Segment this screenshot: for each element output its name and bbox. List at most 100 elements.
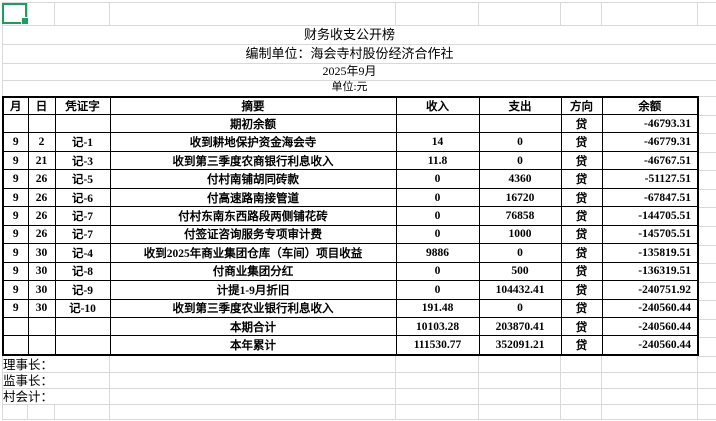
column-header[interactable]: 支出 — [478, 96, 562, 115]
ledger-cell[interactable]: 9 — [2, 187, 29, 208]
ledger-cell[interactable]: 记-3 — [54, 150, 111, 171]
ledger-cell[interactable]: 本年累计 — [109, 335, 397, 356]
ledger-cell[interactable]: 收到2025年商业集团仓库（车间）项目收益 — [109, 243, 397, 263]
ledger-cell[interactable]: 付村南铺胡同砖款 — [109, 169, 397, 189]
ledger-cell[interactable]: 贷 — [560, 206, 603, 226]
ledger-cell[interactable]: 记-4 — [54, 243, 111, 263]
ledger-cell[interactable]: -67847.51 — [601, 187, 699, 208]
ledger-cell[interactable] — [2, 335, 29, 356]
ledger-cell[interactable]: 9 — [2, 298, 29, 318]
column-header[interactable]: 方向 — [560, 96, 603, 115]
ledger-cell[interactable]: 收到耕地保护资金海会寺 — [109, 132, 397, 152]
ledger-cell[interactable]: 贷 — [560, 132, 603, 152]
ledger-cell[interactable]: 贷 — [560, 150, 603, 171]
currency-unit-line[interactable]: 单位:元 — [331, 81, 368, 93]
ledger-cell[interactable]: 记-7 — [54, 224, 111, 245]
ledger-cell[interactable] — [2, 113, 29, 134]
ledger-cell[interactable]: -46767.51 — [601, 150, 699, 171]
ledger-cell[interactable]: 0 — [395, 280, 480, 300]
ledger-cell[interactable]: 30 — [27, 298, 56, 318]
ledger-cell[interactable]: 贷 — [560, 187, 603, 208]
sheet-title[interactable]: 财务收支公开榜 — [303, 27, 395, 42]
prepared-by-line[interactable]: 编制单位：海会寺村股份经济合作社 — [245, 46, 454, 61]
column-header[interactable]: 摘要 — [109, 96, 397, 115]
selected-cell-a1[interactable] — [2, 3, 27, 24]
ledger-cell[interactable]: 9 — [2, 132, 29, 152]
ledger-cell[interactable]: 记-6 — [54, 187, 111, 208]
ledger-cell[interactable]: 2 — [27, 132, 56, 152]
ledger-cell[interactable]: 计提1-9月折旧 — [109, 280, 397, 300]
ledger-cell[interactable]: 26 — [27, 206, 56, 226]
ledger-cell[interactable]: 76858 — [478, 206, 562, 226]
ledger-cell[interactable]: 203870.41 — [478, 316, 562, 337]
ledger-cell[interactable] — [395, 113, 480, 134]
ledger-cell[interactable] — [478, 113, 562, 134]
ledger-cell[interactable]: 记-8 — [54, 261, 111, 282]
ledger-cell[interactable]: 付村东南东西路段两侧铺花砖 — [109, 206, 397, 226]
ledger-cell[interactable]: 4360 — [478, 169, 562, 189]
ledger-cell[interactable]: 贷 — [560, 169, 603, 189]
ledger-cell[interactable]: -240751.92 — [601, 280, 699, 300]
ledger-cell[interactable]: 贷 — [560, 298, 603, 318]
ledger-cell[interactable] — [2, 316, 29, 337]
column-header[interactable]: 月 — [2, 96, 29, 115]
ledger-cell[interactable]: -136319.51 — [601, 261, 699, 282]
ledger-cell[interactable]: 26 — [27, 224, 56, 245]
ledger-cell[interactable]: 111530.77 — [395, 335, 480, 356]
ledger-cell[interactable]: 0 — [478, 298, 562, 318]
ledger-cell[interactable]: 11.8 — [395, 150, 480, 171]
ledger-cell[interactable]: 352091.21 — [478, 335, 562, 356]
ledger-cell[interactable] — [27, 335, 56, 356]
ledger-cell[interactable]: 付签证咨询服务专项审计费 — [109, 224, 397, 245]
ledger-cell[interactable]: -135819.51 — [601, 243, 699, 263]
ledger-cell[interactable]: 0 — [478, 243, 562, 263]
ledger-cell[interactable]: 9 — [2, 224, 29, 245]
ledger-cell[interactable]: 0 — [478, 150, 562, 171]
ledger-cell[interactable]: 21 — [27, 150, 56, 171]
ledger-cell[interactable]: 0 — [395, 206, 480, 226]
ledger-cell[interactable]: 贷 — [560, 261, 603, 282]
ledger-cell[interactable]: 14 — [395, 132, 480, 152]
ledger-cell[interactable]: -240560.44 — [601, 335, 699, 356]
signature-supervisor[interactable]: 监事长： — [3, 374, 54, 388]
ledger-cell[interactable]: 1000 — [478, 224, 562, 245]
ledger-cell[interactable]: 26 — [27, 187, 56, 208]
ledger-cell[interactable]: -51127.51 — [601, 169, 699, 189]
column-header[interactable]: 收入 — [395, 96, 480, 115]
ledger-cell[interactable]: 记-5 — [54, 169, 111, 189]
ledger-cell[interactable] — [27, 113, 56, 134]
ledger-cell[interactable] — [54, 113, 111, 134]
ledger-cell[interactable]: 0 — [478, 132, 562, 152]
ledger-cell[interactable]: 191.48 — [395, 298, 480, 318]
ledger-cell[interactable]: 贷 — [560, 224, 603, 245]
ledger-cell[interactable]: 贷 — [560, 316, 603, 337]
ledger-cell[interactable]: 贷 — [560, 280, 603, 300]
ledger-cell[interactable]: 付商业集团分红 — [109, 261, 397, 282]
ledger-cell[interactable]: -46793.31 — [601, 113, 699, 134]
period-line[interactable]: 2025年9月 — [322, 64, 377, 78]
ledger-cell[interactable]: -145705.51 — [601, 224, 699, 245]
ledger-cell[interactable]: 期初余额 — [109, 113, 397, 134]
ledger-cell[interactable]: 0 — [395, 169, 480, 189]
column-header[interactable]: 日 — [27, 96, 56, 115]
ledger-cell[interactable]: 10103.28 — [395, 316, 480, 337]
ledger-cell[interactable]: 本期合计 — [109, 316, 397, 337]
ledger-cell[interactable]: 贷 — [560, 335, 603, 356]
ledger-cell[interactable]: 9 — [2, 206, 29, 226]
ledger-cell[interactable]: 9 — [2, 261, 29, 282]
signature-chairman[interactable]: 理事长： — [3, 358, 54, 372]
ledger-cell[interactable]: 收到第三季度农业银行利息收入 — [109, 298, 397, 318]
ledger-cell[interactable]: 30 — [27, 243, 56, 263]
ledger-cell[interactable]: 9 — [2, 243, 29, 263]
ledger-cell[interactable] — [27, 316, 56, 337]
ledger-cell[interactable]: 9886 — [395, 243, 480, 263]
fill-handle-icon[interactable] — [21, 17, 29, 25]
ledger-cell[interactable]: -240560.44 — [601, 298, 699, 318]
ledger-cell[interactable]: 贷 — [560, 243, 603, 263]
ledger-cell[interactable]: 26 — [27, 169, 56, 189]
ledger-cell[interactable]: 贷 — [560, 113, 603, 134]
ledger-cell[interactable] — [54, 335, 111, 356]
ledger-cell[interactable]: 记-10 — [54, 298, 111, 318]
ledger-cell[interactable]: 收到第三季度农商银行利息收入 — [109, 150, 397, 171]
ledger-cell[interactable]: -144705.51 — [601, 206, 699, 226]
